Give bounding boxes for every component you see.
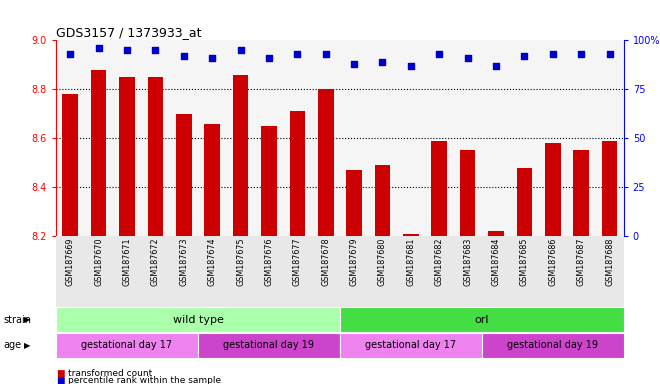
Point — [547, 51, 558, 57]
Bar — [56, 236, 624, 307]
Point — [434, 51, 444, 57]
Bar — [403, 234, 418, 236]
Bar — [460, 151, 475, 236]
Bar — [261, 126, 277, 236]
Point — [94, 45, 104, 51]
Text: GSM187682: GSM187682 — [435, 238, 444, 286]
Point — [263, 55, 274, 61]
Text: orl: orl — [475, 314, 489, 325]
Text: GSM187676: GSM187676 — [265, 238, 273, 286]
Bar — [176, 114, 191, 236]
Text: gestational day 19: gestational day 19 — [508, 340, 598, 351]
Text: GSM187680: GSM187680 — [378, 238, 387, 286]
Text: GSM187688: GSM187688 — [605, 238, 614, 286]
Text: GDS3157 / 1373933_at: GDS3157 / 1373933_at — [56, 26, 201, 39]
Point — [604, 51, 614, 57]
Point — [320, 51, 331, 57]
Text: gestational day 17: gestational day 17 — [81, 340, 173, 351]
Point — [65, 51, 75, 57]
Text: GSM187673: GSM187673 — [180, 238, 188, 286]
Text: GSM187671: GSM187671 — [123, 238, 131, 286]
Point — [207, 55, 217, 61]
Text: percentile rank within the sample: percentile rank within the sample — [68, 376, 221, 384]
Point — [121, 47, 132, 53]
Bar — [205, 124, 220, 236]
Text: ▶: ▶ — [24, 315, 30, 324]
Text: GSM187683: GSM187683 — [463, 238, 472, 286]
Text: gestational day 19: gestational day 19 — [224, 340, 314, 351]
Bar — [63, 94, 78, 236]
Text: strain: strain — [3, 314, 31, 325]
Text: GSM187685: GSM187685 — [520, 238, 529, 286]
Point — [292, 51, 302, 57]
Text: GSM187678: GSM187678 — [321, 238, 330, 286]
Text: wild type: wild type — [172, 314, 224, 325]
Bar — [56, 307, 340, 332]
Text: GSM187686: GSM187686 — [548, 238, 557, 286]
Bar — [340, 307, 624, 332]
Point — [178, 53, 189, 59]
Bar — [574, 151, 589, 236]
Point — [490, 63, 501, 69]
Bar — [375, 165, 390, 236]
Bar — [545, 143, 560, 236]
Bar — [290, 111, 305, 236]
Bar — [198, 333, 340, 358]
Point — [150, 47, 160, 53]
Bar — [119, 77, 135, 236]
Text: gestational day 17: gestational day 17 — [365, 340, 457, 351]
Bar — [148, 77, 163, 236]
Text: age: age — [3, 340, 21, 351]
Point — [405, 63, 416, 69]
Bar — [602, 141, 617, 236]
Point — [348, 61, 359, 67]
Point — [519, 53, 529, 59]
Text: GSM187669: GSM187669 — [66, 238, 75, 286]
Text: ■: ■ — [56, 369, 65, 378]
Bar — [482, 333, 624, 358]
Bar — [432, 141, 447, 236]
Text: transformed count: transformed count — [68, 369, 152, 378]
Text: GSM187679: GSM187679 — [350, 238, 358, 286]
Text: GSM187674: GSM187674 — [208, 238, 216, 286]
Point — [462, 55, 473, 61]
Text: GSM187684: GSM187684 — [492, 238, 500, 286]
Text: GSM187675: GSM187675 — [236, 238, 245, 286]
Point — [377, 59, 387, 65]
Bar — [346, 170, 362, 236]
Bar — [340, 333, 482, 358]
Text: GSM187687: GSM187687 — [577, 238, 585, 286]
Bar — [517, 167, 532, 236]
Bar — [91, 70, 106, 236]
Text: GSM187677: GSM187677 — [293, 238, 302, 286]
Bar — [56, 333, 198, 358]
Point — [576, 51, 586, 57]
Text: GSM187681: GSM187681 — [407, 238, 415, 286]
Text: ▶: ▶ — [24, 341, 30, 350]
Bar — [318, 89, 333, 236]
Text: GSM187672: GSM187672 — [151, 238, 160, 286]
Bar — [233, 74, 248, 236]
Text: GSM187670: GSM187670 — [94, 238, 103, 286]
Text: ■: ■ — [56, 376, 65, 384]
Bar — [488, 231, 504, 236]
Point — [235, 47, 246, 53]
